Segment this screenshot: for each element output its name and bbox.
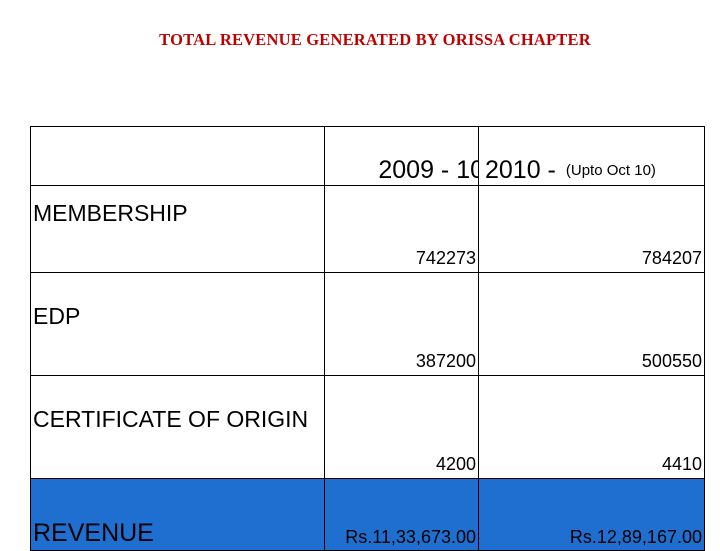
table-row-edp: EDP 387200 500550 xyxy=(30,272,705,376)
header-cell-2009-10: 2009 - 10 xyxy=(324,126,479,186)
revenue-table: 2009 - 10 2010 - (Upto Oct 10) MEMBERSHIP… xyxy=(30,126,705,551)
row-label-edp: EDP xyxy=(30,272,325,376)
value-revenue-2010: Rs.12,89,167.00 xyxy=(478,478,705,551)
header-note-upto-oct: (Upto Oct 10) xyxy=(565,162,656,179)
value-certificate-2010: 4410 xyxy=(478,375,705,479)
value-certificate-2009-10: 4200 xyxy=(324,375,479,479)
header-corner-cell xyxy=(30,126,325,186)
table-header-row: 2009 - 10 2010 - (Upto Oct 10) xyxy=(30,126,705,186)
row-label-membership: MEMBERSHIP xyxy=(30,185,325,273)
table-row-revenue-total: REVENUE Rs.11,33,673.00 Rs.12,89,167.00 xyxy=(30,478,705,551)
value-membership-2009-10: 742273 xyxy=(324,185,479,273)
page-title: TOTAL REVENUE GENERATED BY ORISSA CHAPTE… xyxy=(159,30,591,49)
table-row-membership: MEMBERSHIP 742273 784207 xyxy=(30,185,705,273)
row-label-certificate-of-origin: CERTIFICATE OF ORIGIN xyxy=(30,375,325,479)
header-year-2010: 2010 - xyxy=(485,156,556,184)
value-membership-2010: 784207 xyxy=(478,185,705,273)
table-row-certificate-of-origin: CERTIFICATE OF ORIGIN 4200 4410 xyxy=(30,375,705,479)
value-edp-2010: 500550 xyxy=(478,272,705,376)
header-year-2009-10: 2009 - 10 xyxy=(378,156,479,184)
value-edp-2009-10: 387200 xyxy=(324,272,479,376)
header-cell-2010: 2010 - (Upto Oct 10) xyxy=(478,126,705,186)
